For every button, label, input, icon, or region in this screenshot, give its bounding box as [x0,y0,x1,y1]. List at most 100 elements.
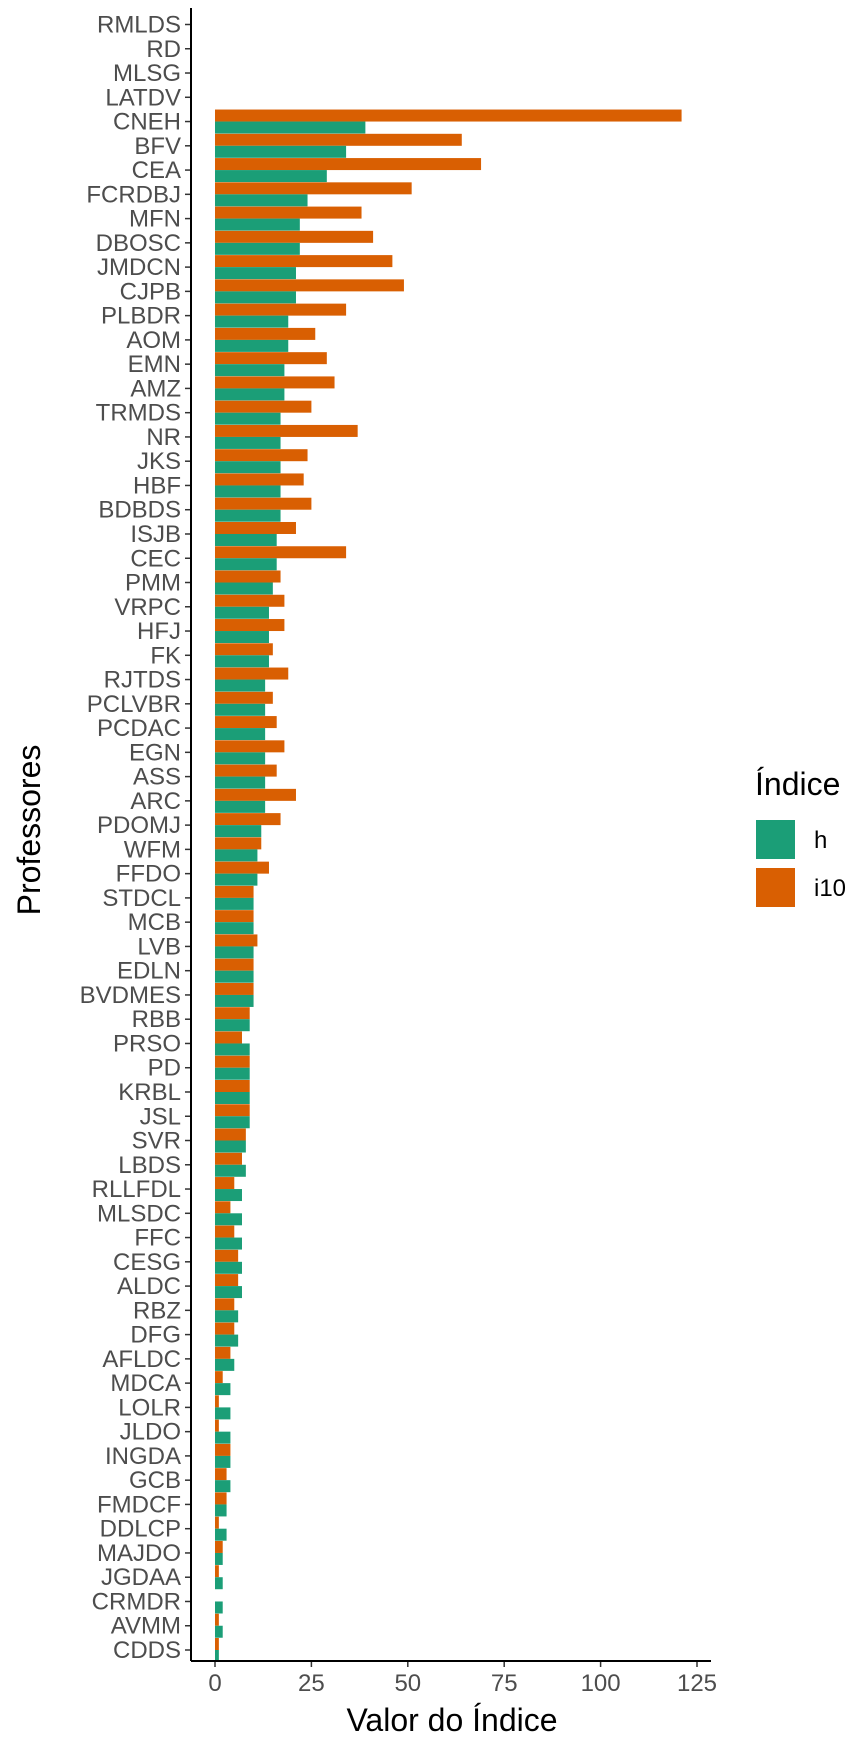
y-tick-label-mlsdc: MLSDC [97,1200,181,1227]
y-axis-title: Professores [11,745,47,916]
bar-h-avmm [215,1625,223,1638]
y-tick-label-ass: ASS [133,764,181,791]
bar-h-pdomj [215,825,262,838]
bar-i10-dbosc [215,230,374,243]
bar-i10-pmm [215,570,281,583]
bar-h-rllfdl [215,1189,242,1202]
y-tick-label-rjtds: RJTDS [104,667,181,694]
bar-i10-ddlcp [215,1516,219,1529]
bar-h-rjtds [215,679,266,692]
bar-h-mfn [215,218,300,231]
y-tick-label-arc: ARC [130,788,181,815]
bar-i10-emn [215,352,327,365]
bar-i10-cneh [215,109,682,122]
bar-i10-bfv [215,133,462,146]
bar-i10-lolr [215,1395,219,1408]
y-tick-label-fcrdbj: FCRDBJ [86,181,181,208]
bar-i10-arc [215,788,296,801]
y-tick-label-pcdac: PCDAC [97,715,181,742]
bar-i10-majdo [215,1540,223,1553]
bar-h-rbz [215,1310,239,1323]
y-tick-label-latdv: LATDV [105,84,181,111]
y-tick-label-dbosc: DBOSC [96,230,181,257]
y-tick-label-lbds: LBDS [118,1152,181,1179]
bars-layer [215,109,682,1662]
bar-h-svr [215,1140,246,1153]
y-tick-label-aom: AOM [126,327,181,354]
bar-i10-lbds [215,1152,242,1165]
bar-i10-rbz [215,1298,235,1311]
y-tick-label-hfj: HFJ [137,618,181,645]
bar-h-bfv [215,145,347,158]
bar-i10-rllfdl [215,1177,235,1190]
bar-i10-bvdmes [215,982,254,995]
y-tick-label-aldc: ALDC [117,1273,181,1300]
bar-i10-egn [215,740,285,753]
y-axis-ticks: RMLDSRDMLSGLATDVCNEHBFVCEAFCRDBJMFNDBOSC… [80,12,191,1664]
bar-h-mlsdc [215,1213,242,1226]
bar-i10-mdca [215,1371,223,1384]
bar-i10-cdds [215,1638,219,1650]
bar-i10-trmds [215,400,312,413]
bar-i10-jsl [215,1104,250,1117]
y-tick-label-ffc: FFC [134,1225,181,1252]
y-tick-label-bfv: BFV [134,133,181,160]
y-tick-label-lolr: LOLR [118,1394,181,1421]
bar-h-isjb [215,533,277,546]
y-tick-label-pclvbr: PCLVBR [87,691,181,718]
bar-i10-pclvbr [215,691,273,704]
y-tick-label-rd: RD [146,36,181,63]
bar-i10-rjtds [215,667,289,680]
bar-i10-fmdcf [215,1492,227,1505]
y-tick-label-ddlcp: DDLCP [100,1516,181,1543]
bar-h-mdca [215,1383,231,1396]
bar-i10-edln [215,958,254,971]
y-tick-label-jldo: JLDO [120,1419,181,1446]
bar-h-nr [215,436,281,449]
y-tick-label-krbl: KRBL [118,1079,181,1106]
bar-h-ass [215,776,266,789]
bar-i10-isjb [215,521,296,534]
bar-h-edln [215,970,254,983]
y-tick-label-fk: FK [150,642,181,669]
bar-h-mcb [215,922,254,935]
bar-i10-dfg [215,1322,235,1335]
y-tick-label-vrpc: VRPC [114,594,181,621]
bar-h-lbds [215,1164,246,1177]
bar-i10-fcrdbj [215,182,412,195]
bar-i10-ingda [215,1443,231,1456]
y-tick-label-rbz: RBZ [133,1297,181,1324]
y-tick-label-prso: PRSO [113,1030,181,1057]
bar-i10-nr [215,424,358,437]
y-tick-label-jgdaa: JGDAA [101,1564,181,1591]
bar-h-cdds [215,1650,219,1662]
bar-h-dbosc [215,242,300,255]
y-tick-label-pd: PD [148,1055,181,1082]
bar-i10-afldc [215,1346,231,1359]
y-tick-label-jks: JKS [137,448,181,475]
x-axis-title: Valor do Índice [346,1702,557,1737]
bar-h-cea [215,170,327,183]
bar-h-fk [215,655,269,668]
bar-h-pclvbr [215,703,266,716]
x-tick-label-0: 0 [208,1670,221,1697]
bar-i10-aom [215,327,316,340]
bar-i10-jgdaa [215,1565,219,1578]
y-tick-label-amz: AMZ [130,375,181,402]
bar-h-pcdac [215,728,266,741]
legend: Índice h i10 [755,766,846,907]
y-tick-label-dfg: DFG [130,1322,181,1349]
x-tick-label-25: 25 [298,1670,325,1697]
bar-h-ddlcp [215,1528,227,1541]
y-tick-label-egn: EGN [129,739,181,766]
y-tick-label-mfn: MFN [129,206,181,233]
y-tick-label-jmdcn: JMDCN [97,254,181,281]
y-tick-label-crmdr: CRMDR [92,1588,181,1615]
bar-i10-krbl [215,1079,250,1092]
legend-swatch-h [756,820,795,859]
bar-h-cneh [215,121,366,134]
y-tick-label-stdcl: STDCL [102,885,181,912]
bar-h-emn [215,364,285,377]
legend-swatch-i10 [756,868,795,907]
